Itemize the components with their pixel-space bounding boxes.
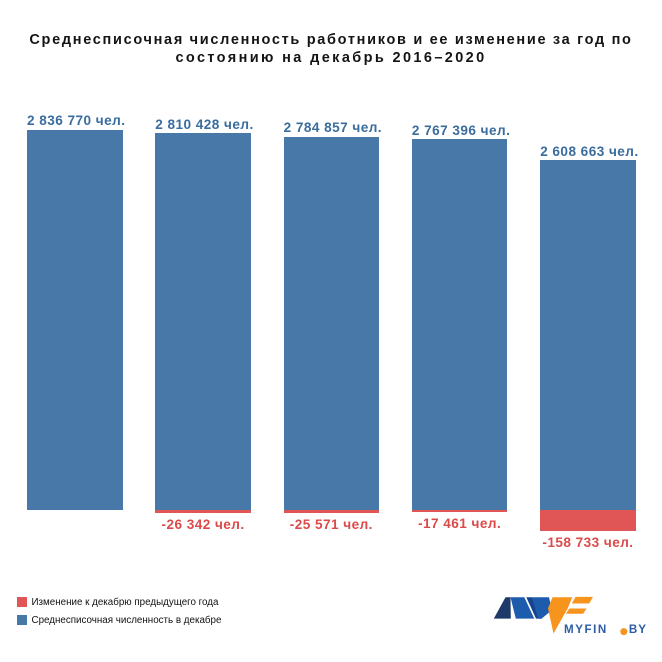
svg-text:MYFIN: MYFIN [564, 623, 608, 636]
svg-text:BY: BY [629, 623, 647, 636]
